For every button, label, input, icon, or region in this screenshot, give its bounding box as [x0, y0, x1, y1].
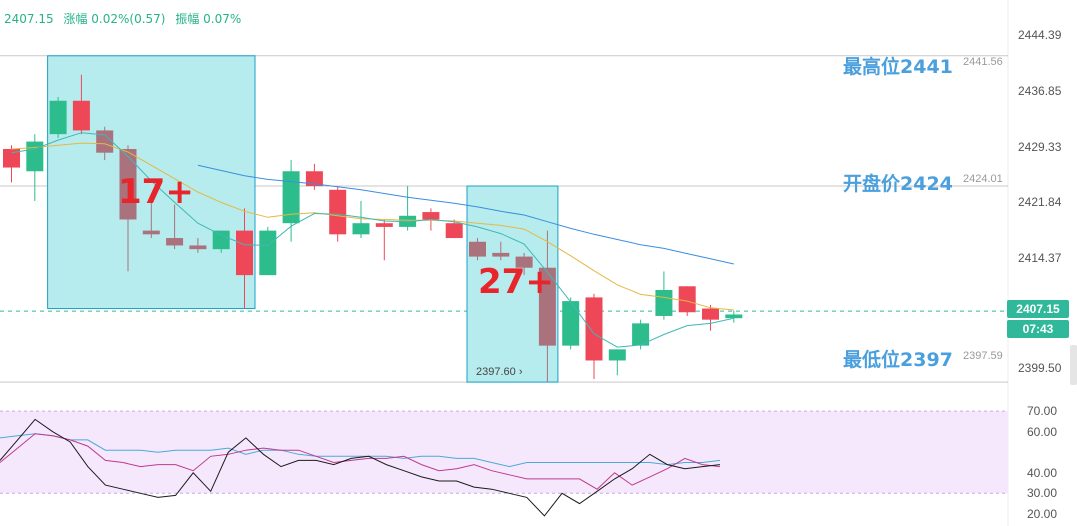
candle-body: [166, 238, 184, 246]
candle-body: [119, 148, 137, 220]
candle-body: [562, 301, 580, 346]
open-annotation: 开盘价2424: [843, 173, 953, 195]
indicator-line-blue: [0, 433, 721, 468]
candle-body: [492, 252, 510, 257]
candle-body: [469, 241, 486, 257]
candle-body: [259, 230, 277, 276]
ma-line-blue: [197, 164, 734, 265]
price-tick-label: 2399.50: [1018, 360, 1062, 375]
candle-body: [678, 286, 696, 313]
scrollbar[interactable]: [1070, 345, 1077, 385]
candle-body: [375, 223, 393, 227]
box2-count-label: 27+: [478, 262, 554, 302]
candle-body: [445, 223, 463, 239]
highlight-box-1: [47, 55, 256, 310]
open-line-value: 2424.01: [963, 173, 1003, 185]
high-line-value: 2441.56: [963, 56, 1003, 68]
candle-body: [585, 297, 603, 361]
price-header: 2407.15 涨幅 0.02%(0.57) 振幅 0.07%: [4, 10, 247, 27]
candle-body: [3, 148, 20, 168]
indicator-tick-label: 60.00: [1027, 424, 1058, 439]
candle-body: [72, 100, 90, 131]
candle-body: [725, 314, 743, 319]
candle-body: [515, 256, 533, 268]
price-tick-label: 2444.39: [1018, 27, 1062, 42]
candle-body: [329, 189, 347, 235]
ma-line-teal: [11, 132, 734, 348]
candle-body: [282, 171, 300, 224]
candle-body: [49, 100, 67, 135]
low-annotation: 最低位2397: [843, 349, 953, 371]
high-annotation: 最高位2441: [843, 56, 953, 78]
candle-body: [212, 230, 230, 250]
candle-body: [422, 212, 440, 220]
candle-body: [538, 267, 556, 346]
candle-body: [352, 223, 370, 235]
indicator-tick-label: 20.00: [1027, 506, 1058, 521]
price-tick-label: 2414.37: [1018, 250, 1062, 265]
candle-body: [655, 289, 673, 316]
low-line-value: 2397.59: [963, 350, 1003, 362]
candle-body: [702, 308, 719, 320]
indicator-band: [0, 411, 1008, 494]
candle-body: [305, 171, 323, 187]
candle-body: [96, 130, 114, 153]
indicator-line-magenta: [0, 433, 721, 490]
price-tick-label: 2421.84: [1018, 195, 1062, 210]
candle-body: [236, 230, 253, 276]
price-tick-label: 2429.33: [1018, 139, 1062, 154]
candle-body: [608, 349, 626, 361]
price-tick-label: 2436.85: [1018, 83, 1062, 98]
candle-body: [26, 141, 44, 172]
candle-body: [189, 245, 207, 250]
amplitude-text: 振幅 0.07%: [175, 12, 242, 26]
indicator-line-black: [0, 418, 721, 517]
indicator-tick-label: 30.00: [1027, 486, 1058, 501]
indicator-tick-label: 40.00: [1027, 465, 1058, 480]
candle-body: [142, 230, 160, 235]
countdown-tag: 07:43: [1007, 320, 1069, 338]
current-price-tag: 2407.15: [1007, 300, 1069, 318]
change-text: 涨幅 0.02%(0.57): [63, 12, 166, 26]
indicator-tick-label: 70.00: [1027, 404, 1058, 419]
low-marker-label: 2397.60 ›: [476, 366, 523, 378]
candle-body: [632, 323, 650, 346]
current-price-text: 2407.15: [4, 12, 54, 26]
box1-count-label: 17+: [118, 172, 194, 212]
